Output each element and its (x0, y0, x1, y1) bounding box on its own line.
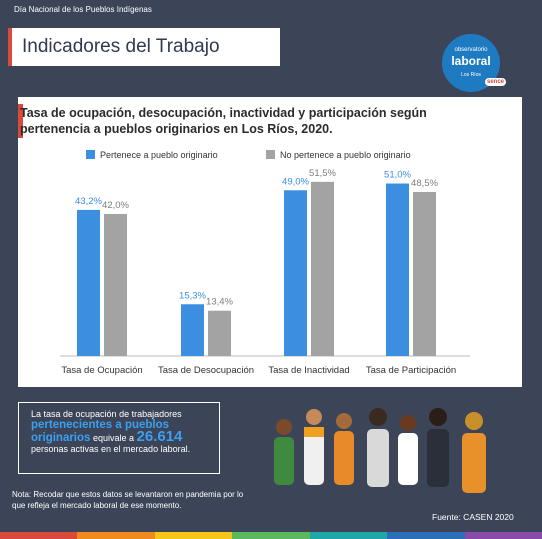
legend-label-pertenece: Pertenece a pueblo originario (100, 150, 218, 160)
source-text: Fuente: CASEN 2020 (432, 512, 514, 522)
page-title-box: Indicadores del Trabajo (8, 28, 280, 66)
chart-title: Tasa de ocupación, desocupación, inactiv… (20, 106, 427, 136)
color-stripe (0, 532, 542, 539)
info-number: 26.614 (136, 428, 183, 445)
legend-swatch-blue (86, 150, 95, 159)
info-text1: La tasa de ocupación de trabajadores (31, 409, 182, 419)
chart-card (18, 97, 522, 387)
legend-item-pertenece: Pertenece a pueblo originario (86, 150, 218, 160)
workers-illustration (274, 408, 486, 493)
legend-label-no-pertenece: No pertenece a pueblo originario (280, 150, 411, 160)
sence-badge: sence (484, 78, 506, 86)
page-title: Indicadores del Trabajo (22, 36, 220, 57)
info-box: La tasa de ocupación de trabajadores per… (18, 402, 220, 474)
logo-line2: laboral (451, 54, 491, 68)
logo-line1: observatorio (454, 47, 488, 53)
info-text3: personas activas en el mercado laboral. (31, 444, 191, 454)
legend-item-no-pertenece: No pertenece a pueblo originario (266, 150, 411, 160)
observatorio-logo: observatorio laboral Los Ríos sence (442, 34, 506, 92)
info-text2: equivale a (92, 433, 134, 443)
info-highlight: pertenecientes a pueblos originarios (31, 419, 170, 444)
note-text: Nota: Recodar que estos datos se levanta… (12, 490, 244, 510)
event-label: Día Nacional de los Pueblos Indígenas (14, 5, 152, 14)
chart-title-accent (18, 104, 23, 138)
people-silhouettes (274, 408, 486, 493)
legend-swatch-grey (266, 150, 275, 159)
logo-line3: Los Ríos (461, 72, 481, 78)
info-text: La tasa de ocupación de trabajadores per… (31, 409, 217, 455)
